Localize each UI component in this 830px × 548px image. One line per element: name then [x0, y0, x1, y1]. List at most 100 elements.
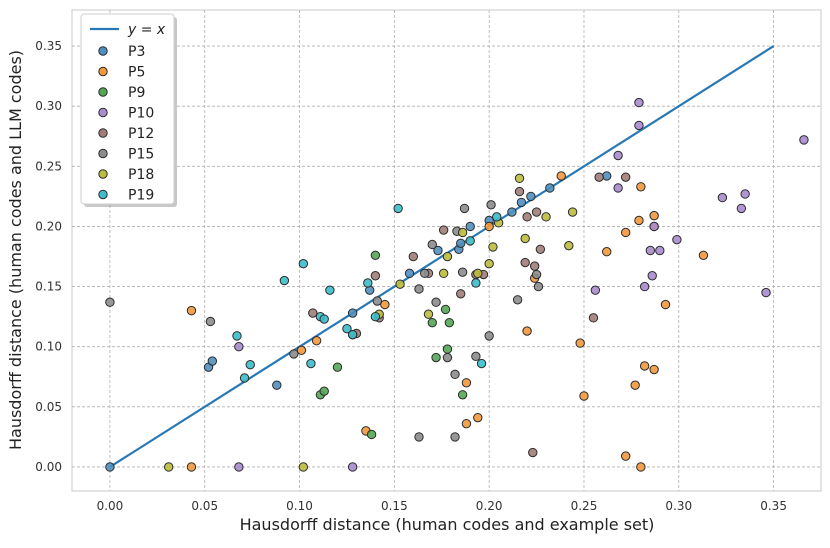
y-tick-label: 0.35 [35, 39, 62, 53]
legend-marker [98, 189, 108, 200]
data-point [306, 358, 316, 369]
data-point [232, 331, 242, 341]
data-point [736, 203, 747, 214]
data-point [492, 212, 502, 222]
data-point [372, 296, 382, 306]
x-tick-label: 0.10 [286, 499, 313, 513]
data-point [450, 432, 460, 442]
data-point [289, 349, 299, 359]
data-point [639, 281, 650, 292]
data-point [205, 316, 216, 327]
series-p3 [105, 171, 612, 472]
x-tick-label: 0.20 [476, 499, 503, 513]
data-point [535, 244, 546, 254]
data-point [529, 261, 540, 271]
legend-label: P19 [128, 188, 154, 204]
data-point [645, 245, 656, 256]
legend-marker [98, 128, 108, 138]
data-point [528, 447, 538, 458]
data-point [649, 210, 659, 221]
legend-reference-label: y = x [127, 22, 166, 38]
data-point [761, 287, 771, 298]
data-point [444, 317, 455, 328]
x-tick-label: 0.05 [191, 499, 218, 513]
y-tick-label: 0.25 [35, 159, 62, 173]
legend-label: P12 [128, 126, 154, 142]
data-point [639, 361, 650, 371]
data-point [476, 358, 487, 369]
data-point [308, 308, 318, 318]
data-point [442, 352, 453, 363]
data-point [363, 278, 373, 288]
y-tick-label: 0.30 [35, 99, 62, 113]
data-point [414, 432, 424, 442]
data-point [370, 250, 381, 261]
data-point [457, 227, 468, 238]
data-point [636, 182, 646, 192]
data-point [164, 462, 174, 472]
data-point [442, 251, 453, 262]
data-point [620, 172, 631, 182]
data-point [465, 221, 475, 232]
data-point [395, 279, 405, 289]
data-point [613, 150, 623, 161]
data-point [438, 225, 449, 235]
reference-line-layer [109, 45, 775, 468]
data-point [634, 97, 644, 108]
data-point [602, 247, 612, 257]
x-tick-label: 0.25 [571, 499, 598, 513]
data-point [649, 364, 659, 375]
data-point [484, 331, 494, 341]
y-tick-labels: 0.00 0.05 0.10 0.15 0.20 0.25 0.30 0.35 [35, 39, 62, 474]
data-point [512, 295, 523, 305]
y-tick-label: 0.05 [35, 400, 62, 414]
data-point [564, 240, 574, 251]
x-axis-label: Hausdorff distance (human codes and exam… [240, 515, 655, 534]
data-point [319, 386, 329, 396]
data-point [630, 380, 640, 390]
y-axis-label: Hausdorff distance (human codes and LLM … [6, 50, 25, 450]
data-point [567, 207, 578, 217]
legend: y = x P3 P5 P9 P10 P12 P15 P18 P19 [80, 13, 177, 207]
legend-marker [98, 169, 108, 179]
data-point [440, 304, 451, 315]
data-point [459, 203, 470, 214]
data-point [311, 335, 322, 346]
series-p9 [315, 250, 468, 440]
data-point [325, 285, 335, 295]
legend-label: P5 [128, 65, 145, 81]
data-point [408, 251, 419, 262]
data-point [649, 221, 659, 232]
data-point [239, 373, 250, 383]
data-point [457, 390, 468, 400]
data-point [516, 197, 527, 208]
data-point [419, 268, 430, 279]
legend-marker [98, 46, 108, 56]
legend-marker [98, 148, 108, 159]
data-point [298, 462, 309, 472]
data-point [634, 215, 644, 226]
data-point [514, 173, 525, 184]
data-point [279, 275, 290, 286]
data-point [342, 323, 352, 334]
data-point [634, 120, 644, 131]
x-tick-label: 0.00 [97, 499, 124, 513]
data-point [272, 380, 282, 390]
data-point [186, 462, 197, 472]
data-point [655, 245, 665, 256]
data-point [438, 268, 449, 279]
data-point [105, 462, 115, 472]
data-point [522, 212, 532, 222]
data-point [245, 360, 255, 370]
data-point [526, 191, 536, 202]
data-point [380, 299, 390, 310]
data-point [520, 233, 530, 244]
y-tick-label: 0.00 [35, 460, 62, 474]
data-point [456, 238, 466, 248]
data-point [620, 451, 631, 461]
data-point [541, 212, 551, 222]
data-point [799, 135, 809, 145]
data-point [486, 200, 496, 210]
data-point [332, 362, 343, 372]
